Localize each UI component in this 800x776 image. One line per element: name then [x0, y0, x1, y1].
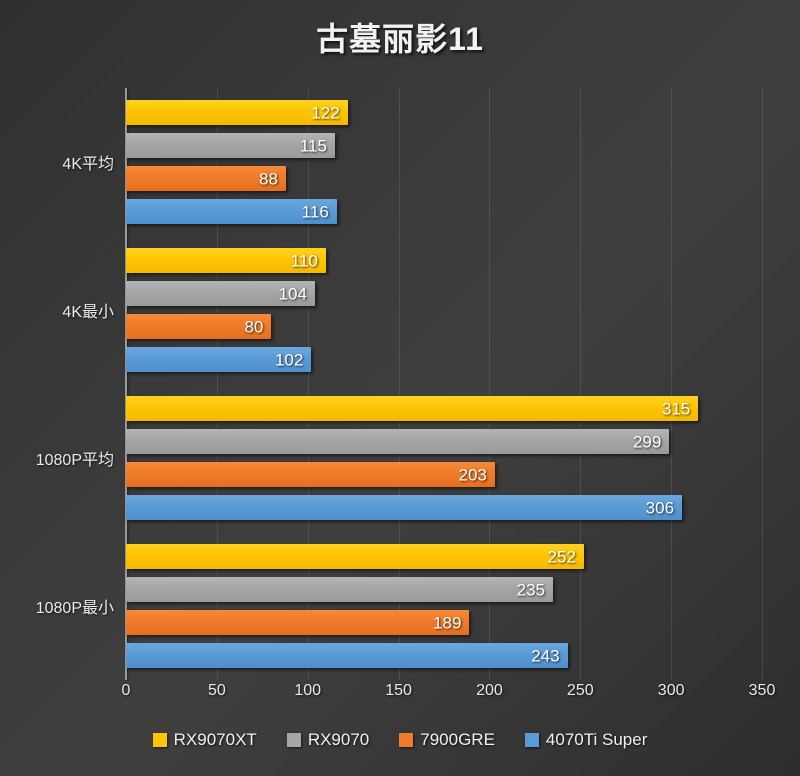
bar[interactable]: 80	[126, 314, 272, 339]
legend-item[interactable]: RX9070XT	[152, 730, 257, 750]
bar-value-label: 306	[645, 498, 675, 517]
bar-value-label: 115	[299, 136, 327, 155]
gridline	[398, 88, 400, 680]
bar[interactable]: 110	[126, 248, 326, 273]
bar-value-label: 122	[311, 103, 340, 122]
legend-swatch-icon	[524, 733, 539, 747]
x-tick-label: 0	[121, 682, 131, 699]
x-tick-label: 200	[476, 682, 503, 699]
x-tick-label: 100	[294, 682, 322, 699]
gridline	[762, 88, 763, 680]
bar-value-label: 299	[632, 432, 662, 451]
bar-group: 315 299 203 306	[126, 384, 762, 532]
bar-value-label: 203	[458, 465, 487, 484]
x-tick-label: 150	[385, 682, 412, 699]
bar[interactable]: 115	[126, 133, 335, 158]
chart-legend: RX9070XT RX9070 7900GRE 4070Ti Super	[0, 730, 800, 750]
bar[interactable]: 122	[126, 100, 348, 125]
legend-label: 7900GRE	[420, 730, 495, 749]
bar[interactable]: 315	[126, 396, 699, 421]
category-axis: 4K平均 4K最小 1080P平均 1080P最小	[0, 88, 126, 680]
category-label: 4K平均	[62, 156, 114, 173]
category-label: 1080P最小	[35, 600, 114, 617]
chart-title: 古墓丽影11	[316, 21, 484, 57]
bar-group: 252 235 189 243	[126, 532, 762, 680]
legend-swatch-icon	[286, 733, 301, 747]
bar-value-label: 116	[301, 202, 329, 221]
x-tick-label: 350	[748, 682, 776, 699]
bar[interactable]: 104	[126, 281, 315, 306]
bar-value-label: 252	[547, 547, 576, 566]
category-label: 4K最小	[62, 304, 114, 321]
legend-label: RX9070	[307, 730, 370, 749]
bar[interactable]: 88	[126, 166, 286, 191]
category-label: 1080P平均	[35, 452, 114, 469]
x-tick-label: 250	[566, 682, 594, 699]
bar-value-label: 235	[516, 580, 546, 599]
gridline	[307, 88, 309, 680]
bar-value-label: 189	[433, 613, 462, 632]
legend-label: RX9070XT	[173, 730, 257, 749]
bar-value-label: 102	[274, 350, 304, 369]
legend-item[interactable]: 4070Ti Super	[524, 730, 648, 750]
x-tick-label: 300	[657, 682, 685, 699]
bar[interactable]: 306	[126, 495, 683, 520]
bar[interactable]: 203	[126, 462, 495, 487]
legend-swatch-icon	[399, 733, 414, 747]
legend-swatch-icon	[152, 733, 167, 747]
bar[interactable]: 243	[126, 643, 568, 668]
y-axis-line	[125, 88, 127, 680]
bar[interactable]: 299	[126, 429, 670, 454]
gridline	[216, 88, 218, 680]
gridline	[580, 88, 582, 680]
bar-value-label: 315	[662, 399, 691, 418]
bar-group: 122 115 88 116	[126, 88, 762, 236]
bar-value-label: 80	[244, 317, 264, 336]
legend-label: 4070Ti Super	[545, 730, 648, 749]
gridline	[489, 88, 491, 680]
bar-value-label: 243	[531, 646, 560, 665]
bar-group: 110 104 80 102	[126, 236, 762, 384]
bar[interactable]: 235	[126, 577, 554, 602]
bar[interactable]: 102	[126, 347, 312, 372]
x-tick-label: 50	[207, 682, 226, 699]
bar-value-label: 104	[278, 284, 307, 303]
bar-value-label: 88	[258, 169, 278, 188]
legend-item[interactable]: 7900GRE	[399, 730, 495, 750]
gridline	[671, 88, 673, 680]
x-axis-ticks: 0 50 100 150 200 250 300 350	[0, 682, 800, 708]
bar[interactable]: 189	[126, 610, 470, 635]
bar-value-label: 110	[290, 251, 318, 270]
legend-item[interactable]: RX9070	[286, 730, 370, 750]
plot-area: 122 115 88 116 110 104 80 102 315 299 203 306 252 235…	[126, 88, 763, 680]
bar[interactable]: 252	[126, 544, 584, 569]
bar[interactable]: 116	[126, 199, 337, 224]
